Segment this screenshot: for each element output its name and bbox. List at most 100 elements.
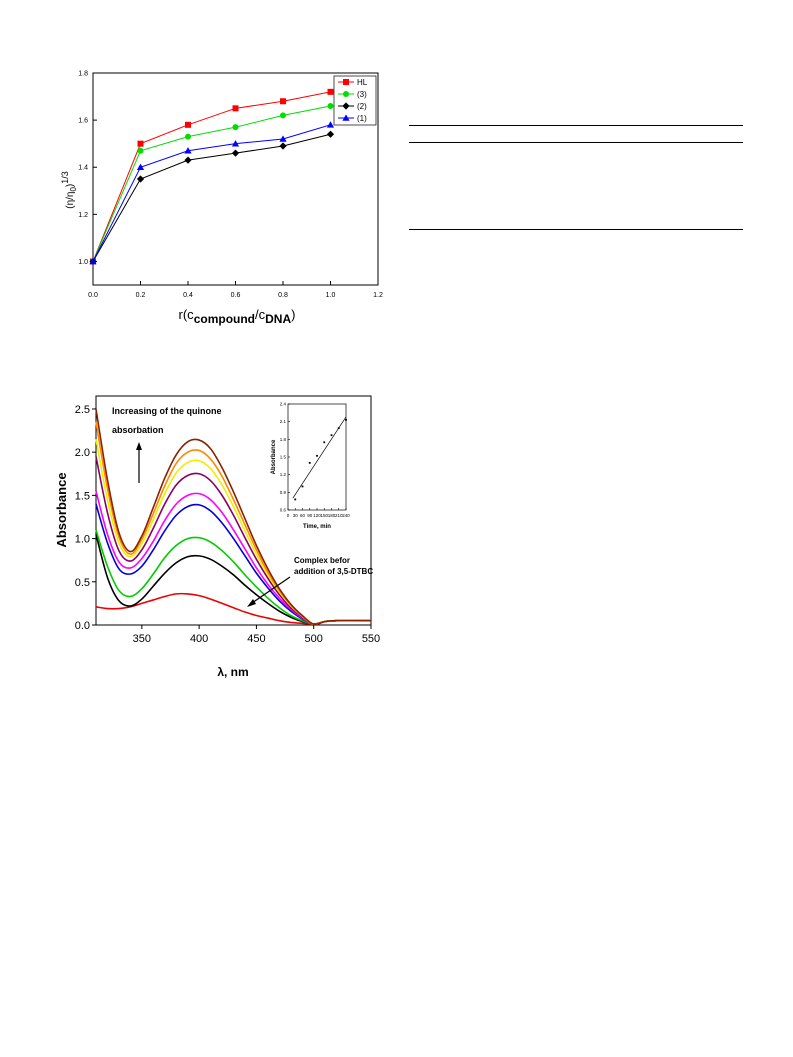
chart1-x-tick-label: 1.2 [373, 292, 383, 299]
inset-y-tick-label: 1.2 [280, 472, 287, 477]
chart1-data-point [279, 142, 287, 150]
chart1-y-tick-label: 1.4 [78, 165, 88, 172]
inset-x-axis-label: Time, min [303, 524, 331, 530]
chart1-x-tick-label: 1.0 [326, 292, 336, 299]
chart2-y-tick-label: 1.5 [75, 490, 90, 502]
inset-x-tick-label: 30 [293, 513, 299, 518]
chart1-data-point [327, 102, 334, 109]
inset-y-tick-label: 2.4 [280, 402, 287, 407]
chart1-data-point [232, 124, 239, 131]
chart1-series-line [92, 124, 331, 262]
chart1-y-tick-label: 1.8 [78, 71, 88, 78]
inset-y-tick-label: 2.1 [280, 419, 287, 424]
annotation-bottom-line2: addition of 3,5-DTBC [294, 567, 373, 576]
chart1-x-tick-label: 0.8 [278, 292, 288, 299]
chart1-y-axis-label: (η/η0)1/3 [60, 171, 78, 209]
chart2-y-axis: 0.0 0.5 1.0 1.5 2.0 2.5 [75, 404, 96, 632]
absorbance-spectra-chart: 0.0 0.5 1.0 1.5 2.0 2.5 350 400 450 500 550 Absor… [54, 395, 380, 679]
legend-label: (2) [357, 102, 367, 111]
inset-y-tick-label: 1.5 [280, 455, 287, 460]
chart1-data-point [137, 140, 144, 147]
table-top-rule [409, 125, 743, 126]
spectrum-curve [95, 529, 372, 625]
chart1-data-point [232, 105, 239, 112]
chart1-x-axis-label: r(ccompound/cDNA) [179, 307, 296, 326]
chart1-series-line [92, 133, 331, 262]
inset-data-point [308, 461, 311, 464]
inset-x-axis: 0 30 60 90 120 150 180 210 240 [287, 508, 350, 518]
chart1-data-point [89, 257, 97, 265]
chart2-y-tick-label: 2.0 [75, 447, 90, 459]
chart2-x-tick-label: 450 [247, 633, 265, 645]
inset-y-tick-label: 0.6 [280, 508, 287, 513]
chart1-data-point [231, 140, 240, 147]
chart1-y-tick-label: 1.2 [78, 212, 88, 219]
chart1-x-tick-label: 0.6 [231, 292, 241, 299]
chart1-series-line [92, 91, 331, 262]
inset-chart: 0.6 0.9 1.2 1.5 1.8 2.1 2.4 0 30 60 90 120 150 180 21… [271, 402, 350, 531]
chart2-frame [95, 395, 372, 626]
inset-x-tick-label: 60 [300, 513, 306, 518]
chart1-series [89, 88, 335, 266]
inset-x-tick-label: 120 [313, 513, 321, 518]
inset-data-point [330, 434, 333, 437]
inset-data-point [301, 485, 304, 488]
chart1-legend: HL (3) (2) (1) [333, 75, 377, 126]
chart2-x-axis-label: λ, nm [217, 665, 248, 679]
chart1-data-point [231, 149, 240, 157]
chart1-x-tick-label: 0.2 [136, 292, 146, 299]
inset-x-tick-label: 210 [335, 513, 343, 518]
chart2-y-tick-label: 2.5 [75, 404, 90, 416]
legend-marker [343, 91, 349, 97]
chart2-y-tick-label: 1.0 [75, 534, 90, 546]
chart1-data-point [280, 98, 286, 105]
inset-fit-line [292, 416, 347, 499]
chart1-y-axis: 1.0 1.2 1.4 1.6 1.8 [78, 71, 97, 266]
annotation-top-line1: Increasing of the quinone [112, 406, 222, 416]
inset-data-point [323, 441, 326, 444]
viscosity-chart: 1.0 1.2 1.4 1.6 1.8 0.0 0.2 0.4 0.6 0.8 1.0 1.2 HL… [60, 71, 383, 327]
chart1-series-line [92, 105, 331, 262]
inset-x-tick-label: 90 [307, 513, 313, 518]
chart1-data-point [185, 133, 191, 140]
inset-y-tick-label: 0.9 [280, 490, 287, 495]
annotation-top-line2: absorbation [112, 425, 164, 435]
chart1-y-tick-label: 1.6 [78, 118, 88, 125]
chart1-x-tick-label: 0.4 [183, 292, 193, 299]
annotation-down-arrow [247, 576, 291, 607]
legend-label: HL [357, 78, 368, 87]
chart2-y-axis-label: Absorbance [54, 472, 69, 547]
chart1-legend-box [333, 75, 377, 126]
inset-y-axis: 0.6 0.9 1.2 1.5 1.8 2.1 2.4 [280, 402, 290, 513]
inset-x-tick-label: 240 [342, 513, 350, 518]
chart1-data-point [136, 175, 145, 183]
chart2-x-tick-label: 500 [305, 633, 323, 645]
legend-label: (1) [357, 114, 367, 123]
inset-data-point [294, 498, 297, 501]
table-bottom-rule [409, 229, 743, 230]
inset-x-tick-label: 150 [320, 513, 328, 518]
chart1-data-point [279, 135, 287, 142]
inset-frame [290, 407, 342, 511]
chart2-y-tick-label: 0.5 [75, 577, 90, 589]
chart1-data-point [137, 147, 144, 154]
chart1-data-point [136, 163, 145, 171]
chart1-data-point [326, 130, 335, 138]
legend-label: (3) [357, 90, 367, 99]
annotation-up-arrow [136, 442, 142, 483]
chart2-x-axis: 350 400 450 500 550 [133, 625, 380, 645]
inset-data-point [316, 454, 318, 457]
inset-y-tick-label: 1.8 [280, 437, 287, 442]
spectrum-curve [95, 592, 372, 625]
chart1-data-point [327, 88, 334, 95]
chart1-x-axis: 0.0 0.2 0.4 0.6 0.8 1.0 1.2 [88, 281, 383, 299]
annotation-bottom-line1: Complex befor [294, 556, 350, 565]
chart1-y-tick-label: 1.0 [78, 259, 88, 266]
chart1-data-point [184, 156, 192, 164]
legend-marker [342, 102, 350, 110]
inset-x-tick-label: 180 [328, 513, 336, 518]
chart2-x-tick-label: 550 [362, 633, 380, 645]
inset-y-axis-label: Absorbance [271, 439, 277, 474]
chart1-data-point [185, 121, 191, 128]
spectrum-curve [95, 408, 372, 626]
